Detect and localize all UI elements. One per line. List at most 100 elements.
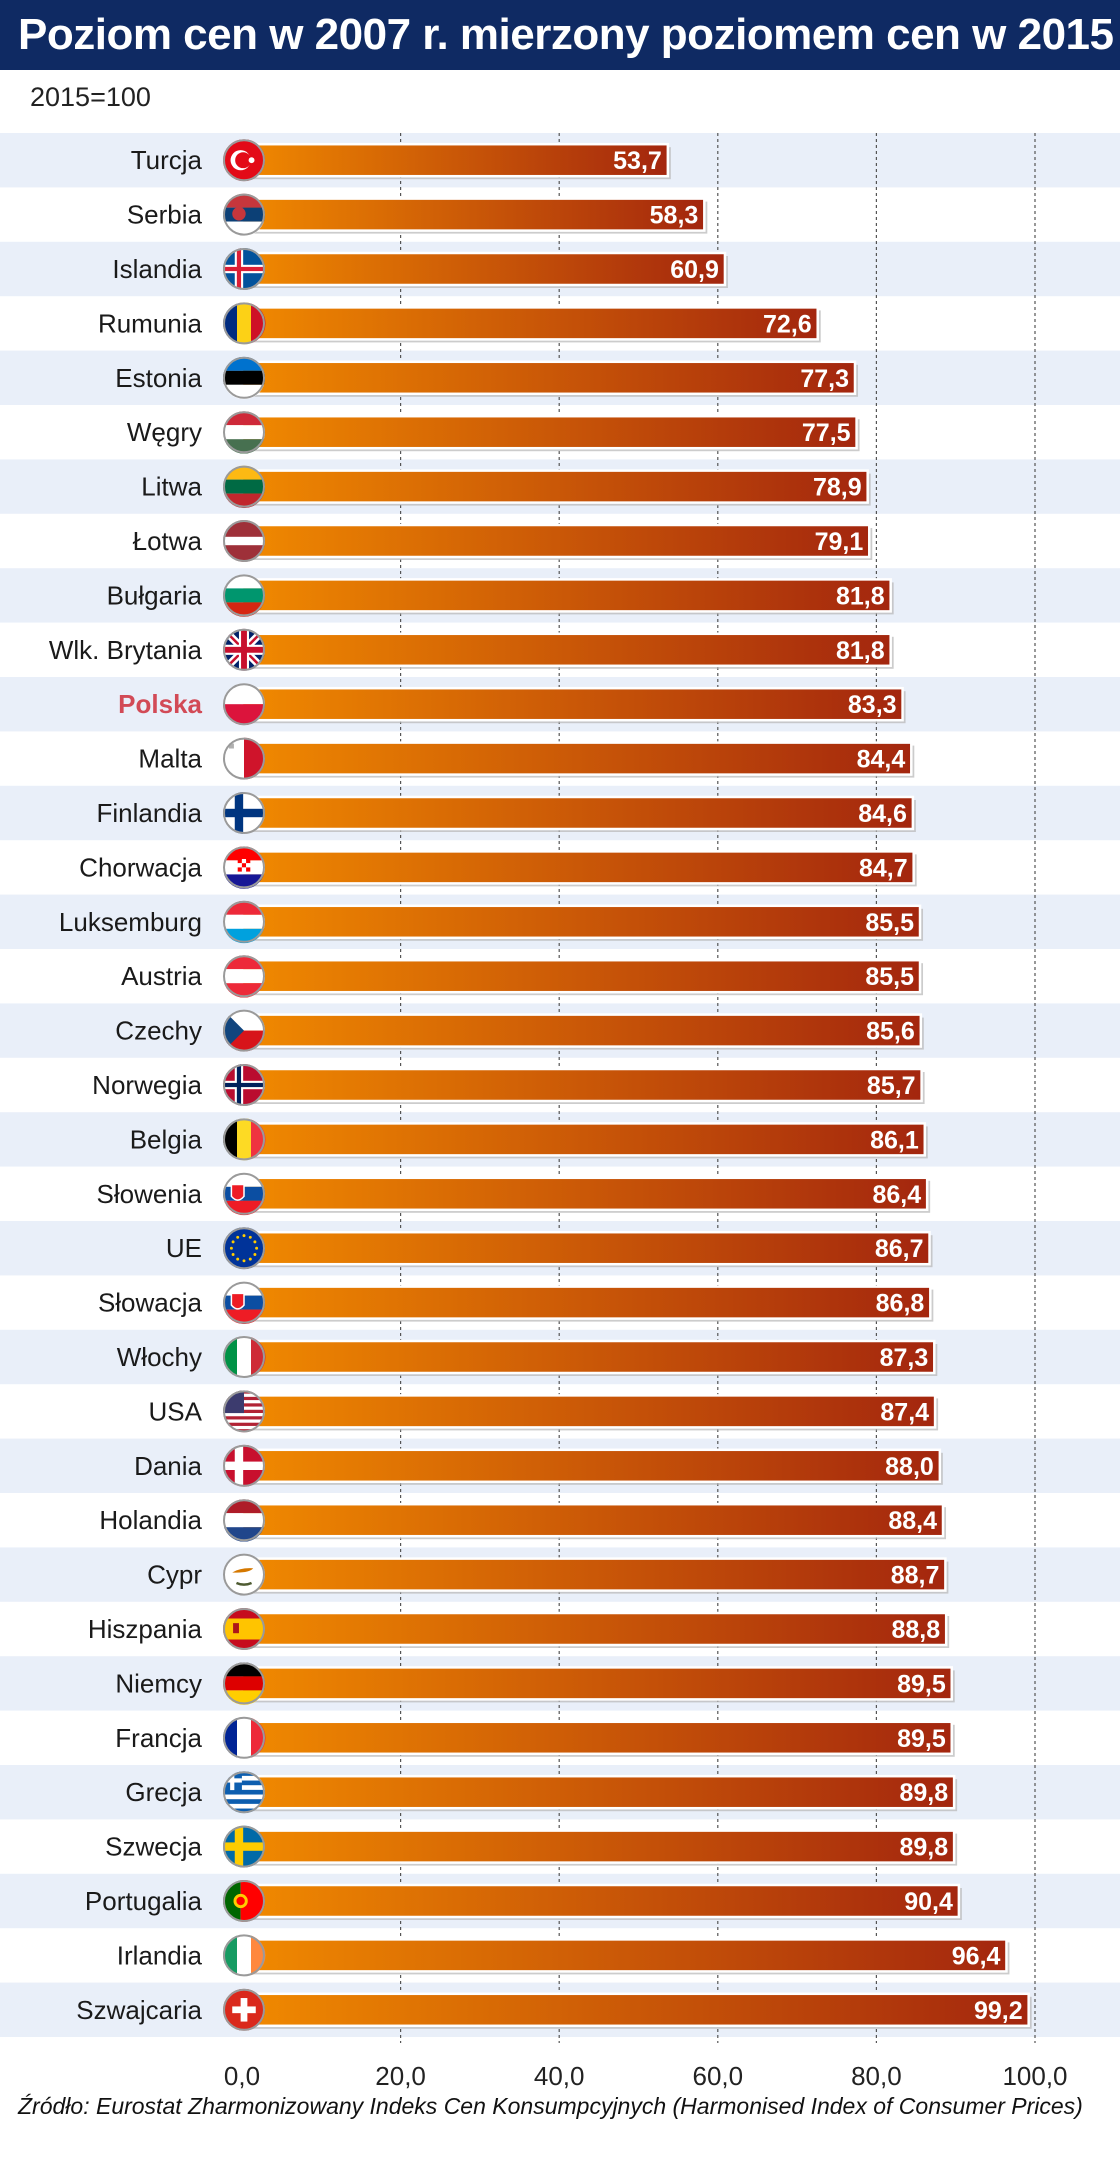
flag-part	[241, 867, 247, 872]
flag-part	[223, 425, 265, 440]
flag-part	[223, 1416, 265, 1420]
flag-border	[223, 1390, 265, 1433]
bar	[240, 850, 915, 885]
source-note: Źródło: Eurostat Zharmonizowany Indeks C…	[18, 2093, 1083, 2119]
bar	[240, 1448, 942, 1484]
romania-flag-icon	[223, 302, 266, 345]
value-label: 96,4	[952, 1942, 1001, 1970]
bar	[240, 360, 857, 396]
flag-part	[223, 1778, 242, 1783]
value-label: 77,5	[802, 419, 851, 447]
flag-part	[223, 536, 265, 546]
country-label: Islandia	[112, 254, 202, 284]
italy-flag-icon	[223, 1336, 266, 1378]
eu-flag-icon	[223, 1227, 265, 1270]
country-label: Portugalia	[85, 1886, 203, 1916]
flag-part	[237, 863, 242, 868]
tick-label: 100,0	[1002, 2061, 1067, 2091]
flag-part	[241, 859, 247, 864]
ireland-flag-icon	[223, 1934, 266, 1977]
sweden-flag-icon	[223, 1825, 265, 1868]
flag-border	[223, 846, 265, 889]
flag-part	[223, 808, 265, 818]
uk-flag-icon	[223, 628, 265, 671]
bar	[240, 1938, 1008, 1973]
value-label: 85,5	[865, 963, 914, 991]
country-label: Polska	[118, 689, 202, 719]
flag-part	[242, 1234, 246, 1238]
flag-part	[223, 1009, 244, 1052]
country-label: Dania	[134, 1451, 202, 1481]
flag-part	[244, 737, 265, 780]
flag-border	[223, 792, 265, 834]
bar	[240, 469, 869, 504]
flag-border	[223, 574, 265, 617]
value-label: 77,3	[800, 365, 849, 393]
country-label: Belgia	[130, 1124, 203, 1154]
portugal-flag-icon	[223, 1880, 265, 1922]
flag-border	[223, 1716, 265, 1759]
country-label: Rumunia	[98, 308, 203, 338]
greece-flag-icon	[223, 1771, 265, 1814]
flag-part	[235, 1581, 253, 1586]
flag-part	[233, 1623, 239, 1634]
flag-border	[223, 1880, 265, 1922]
bar	[240, 632, 892, 668]
flag-part	[237, 867, 242, 872]
flag-border	[223, 1608, 265, 1650]
bar	[240, 414, 858, 450]
luxembourg-flag-icon	[223, 900, 265, 944]
chart-title: Poziom cen w 2007 r. mierzony poziomem c…	[0, 0, 1120, 70]
bar	[240, 1176, 929, 1212]
bar	[240, 1339, 936, 1375]
value-label: 90,4	[904, 1888, 953, 1916]
bar	[240, 1611, 948, 1647]
latvia-flag-icon	[223, 520, 265, 562]
bar	[240, 795, 915, 831]
flag-border	[223, 1118, 265, 1161]
value-label: 53,7	[613, 147, 662, 175]
country-label: Norwegia	[92, 1070, 202, 1100]
country-label: Malta	[138, 744, 202, 774]
value-label: 85,6	[866, 1018, 915, 1046]
tick-label: 40,0	[534, 2061, 585, 2091]
country-label: Turcja	[131, 145, 203, 175]
value-label: 86,8	[876, 1290, 925, 1318]
bar	[240, 1502, 945, 1538]
flag-part	[242, 1259, 246, 1263]
flag-part	[223, 266, 265, 272]
tick-label: 80,0	[851, 2061, 902, 2091]
slovakia-flag-icon	[223, 1281, 265, 1325]
country-label: Serbia	[127, 200, 203, 230]
country-label: Bułgaria	[107, 580, 203, 610]
norway-flag-icon	[223, 1064, 265, 1106]
country-label: Luksemburg	[59, 907, 202, 937]
tick-label: 20,0	[375, 2061, 426, 2091]
country-label: Grecja	[125, 1777, 202, 1807]
flag-part	[253, 1253, 257, 1256]
chart-unit-label: 2015=100	[30, 82, 151, 112]
flag-part	[223, 646, 265, 653]
flag-part	[223, 1513, 265, 1528]
bar	[240, 1013, 923, 1048]
flag-part	[248, 1257, 252, 1261]
flag-part	[246, 863, 251, 868]
flag-fill	[223, 737, 265, 780]
flag-border	[223, 411, 265, 454]
flag-part	[223, 914, 265, 929]
country-label: Finlandia	[96, 798, 202, 828]
flag-border	[223, 193, 265, 236]
bar	[240, 1829, 956, 1864]
flag-border	[223, 356, 265, 399]
country-label: Czechy	[115, 1016, 202, 1046]
flag-part	[223, 683, 265, 705]
value-label: 86,4	[872, 1181, 921, 1209]
country-label: Łotwa	[133, 526, 203, 556]
country-label: Słowacja	[98, 1288, 203, 1318]
flag-part	[236, 1896, 245, 1906]
country-label: Cypr	[147, 1560, 202, 1590]
value-label: 86,1	[870, 1126, 919, 1154]
country-label: Chorwacja	[79, 852, 202, 882]
bar	[240, 578, 892, 613]
